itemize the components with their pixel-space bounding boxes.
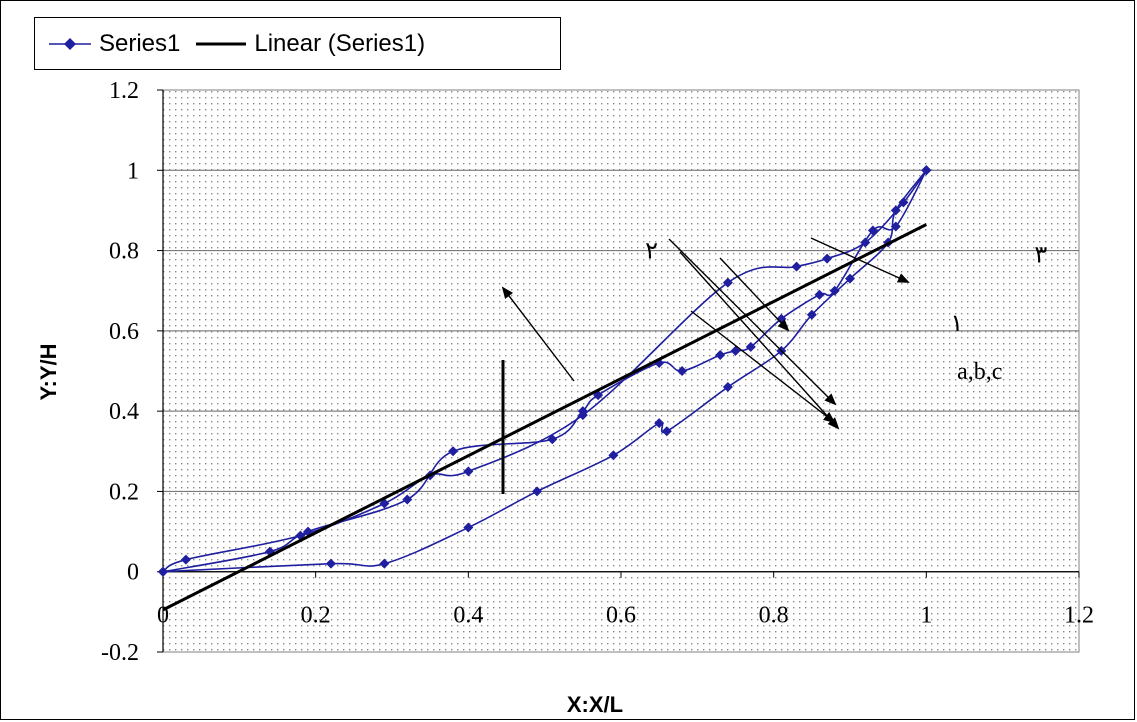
- data-point: [180, 554, 191, 565]
- series-layer: [158, 165, 932, 612]
- y-axis-title: Y:Y/H: [36, 343, 61, 400]
- data-point: [325, 558, 336, 569]
- data-point: [677, 366, 688, 376]
- x-tick-label: 0.6: [606, 603, 636, 629]
- data-point: [715, 349, 726, 360]
- data-point: [921, 165, 932, 176]
- data-point: [379, 558, 390, 569]
- data-point: [547, 434, 558, 445]
- data-point: [829, 285, 840, 296]
- x-tick-label: 1: [920, 603, 932, 629]
- annotation-label: ٣: [1034, 243, 1047, 269]
- data-point: [722, 382, 733, 393]
- annotation-arrow: [501, 286, 575, 382]
- legend: Series1 Linear (Series1): [34, 17, 561, 70]
- data-point: [806, 309, 817, 320]
- x-axis-title: X:X/L: [567, 692, 623, 717]
- y-tick-label: 0.8: [109, 239, 139, 265]
- x-tick-label: 0.8: [759, 603, 789, 629]
- data-point: [402, 494, 413, 505]
- data-point: [745, 341, 756, 352]
- data-point: [730, 345, 741, 356]
- legend-item-linear: Linear (Series1): [194, 30, 425, 58]
- data-point: [532, 486, 543, 497]
- y-tick-label: 0.6: [109, 319, 139, 345]
- x-tick-label: 0.2: [301, 603, 331, 629]
- annotations: a,b,c ١ ٢ ٣: [645, 239, 1047, 385]
- data-point: [158, 566, 168, 577]
- annotation-arrow: [690, 310, 836, 424]
- legend-label-series1: Series1: [99, 29, 181, 57]
- annotation-label: a,b,c: [957, 359, 1002, 385]
- data-point: [814, 289, 825, 300]
- legend-swatch-series1: [49, 37, 91, 50]
- data-point: [791, 261, 802, 272]
- legend-swatch-linear: [196, 42, 247, 45]
- data-point: [654, 418, 665, 429]
- annotation-arrow: [668, 238, 837, 406]
- x-tick-label: 0.4: [453, 603, 483, 629]
- annotation-label: ١: [950, 311, 963, 337]
- data-point: [577, 406, 588, 417]
- axis-ticks: 1.210.80.60.40.20-0.20 0.2 0.4 0.6 0.8 1 1.2: [101, 78, 1094, 666]
- data-point: [890, 205, 901, 216]
- data-point: [448, 446, 459, 457]
- trendline: [162, 223, 928, 612]
- plot-area: [162, 89, 1080, 653]
- annotation-arrow: [719, 257, 790, 332]
- y-tick-label: -0.2: [101, 640, 139, 666]
- annotation-arrow: [679, 251, 840, 430]
- y-tick-label: 1: [127, 158, 139, 184]
- data-point: [845, 273, 855, 284]
- series-curve-c: [158, 165, 932, 577]
- data-point: [661, 426, 672, 437]
- legend-item-series1: Series1: [47, 30, 180, 58]
- legend-label-linear: Linear (Series1): [254, 29, 426, 57]
- data-point: [608, 450, 619, 461]
- y-tick-label: 0.4: [109, 399, 139, 425]
- data-point: [722, 277, 733, 288]
- y-tick-label: 1.2: [109, 78, 139, 104]
- data-point: [867, 225, 878, 236]
- data-point: [463, 522, 474, 533]
- y-tick-label: 0: [127, 560, 139, 586]
- y-tick-label: 0.2: [109, 479, 139, 505]
- data-point: [463, 466, 474, 477]
- x-tick-label: 1.2: [1064, 603, 1094, 629]
- annotation-label: ٢: [645, 239, 658, 265]
- data-point: [822, 253, 833, 264]
- annotation-arrow: [810, 237, 910, 283]
- data-point: [898, 197, 909, 208]
- annotation-arrows: [501, 237, 910, 494]
